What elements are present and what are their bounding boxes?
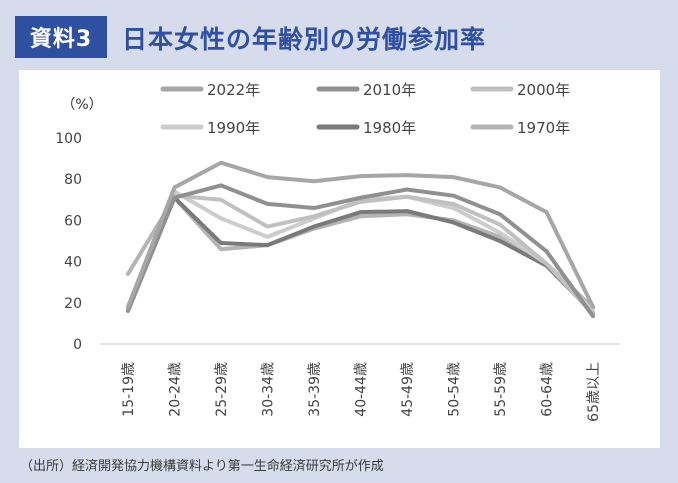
x-tick-label: 25-29歳: [214, 362, 230, 417]
y-tick-label: 0: [73, 337, 82, 353]
x-tick-label: 15-19歳: [121, 362, 137, 417]
source-note: （出所）経済開発協力機構資料より第一生命経済研究所が作成: [20, 459, 384, 474]
y-tick-label: 40: [64, 255, 82, 271]
document-badge: 資料3: [15, 16, 107, 58]
x-tick-label: 30-34歳: [261, 362, 277, 417]
series-line-1970年: [126, 195, 595, 310]
x-tick-label: 50-54歳: [447, 362, 463, 417]
x-tick-label: 35-39歳: [307, 362, 323, 417]
y-tick-label: 80: [64, 172, 82, 188]
series-line-2010年: [126, 183, 595, 319]
series-line-1990年: [126, 189, 595, 314]
legend-label: 2022年: [207, 81, 260, 99]
series-line-2000年: [126, 193, 595, 317]
y-tick-label: 60: [64, 213, 82, 229]
legend-label: 2010年: [363, 81, 416, 99]
legend-label: 1980年: [363, 119, 416, 137]
x-tick-label: 20-24歳: [168, 362, 184, 417]
legend-label: 1990年: [207, 119, 260, 137]
x-tick-label: 40-44歳: [354, 362, 370, 417]
page-title: 日本女性の年齢別の労働参加率: [122, 25, 487, 54]
series-line-2022年: [126, 160, 595, 309]
x-tick-label: 45-49歳: [400, 362, 416, 417]
x-tick-label: 55-59歳: [493, 362, 509, 417]
y-tick-label: 20: [64, 296, 82, 312]
y-axis-label: （%）: [61, 97, 102, 113]
x-tick-label: 65歳以上: [586, 362, 602, 422]
header: 資料3 日本女性の年齢別の労働参加率: [0, 0, 678, 70]
y-tick-label: 100: [55, 131, 82, 147]
x-tick-label: 60-64歳: [540, 362, 556, 417]
legend-label: 2000年: [517, 81, 570, 99]
series-line-1980年: [126, 195, 595, 316]
legend-label: 1970年: [517, 119, 570, 137]
